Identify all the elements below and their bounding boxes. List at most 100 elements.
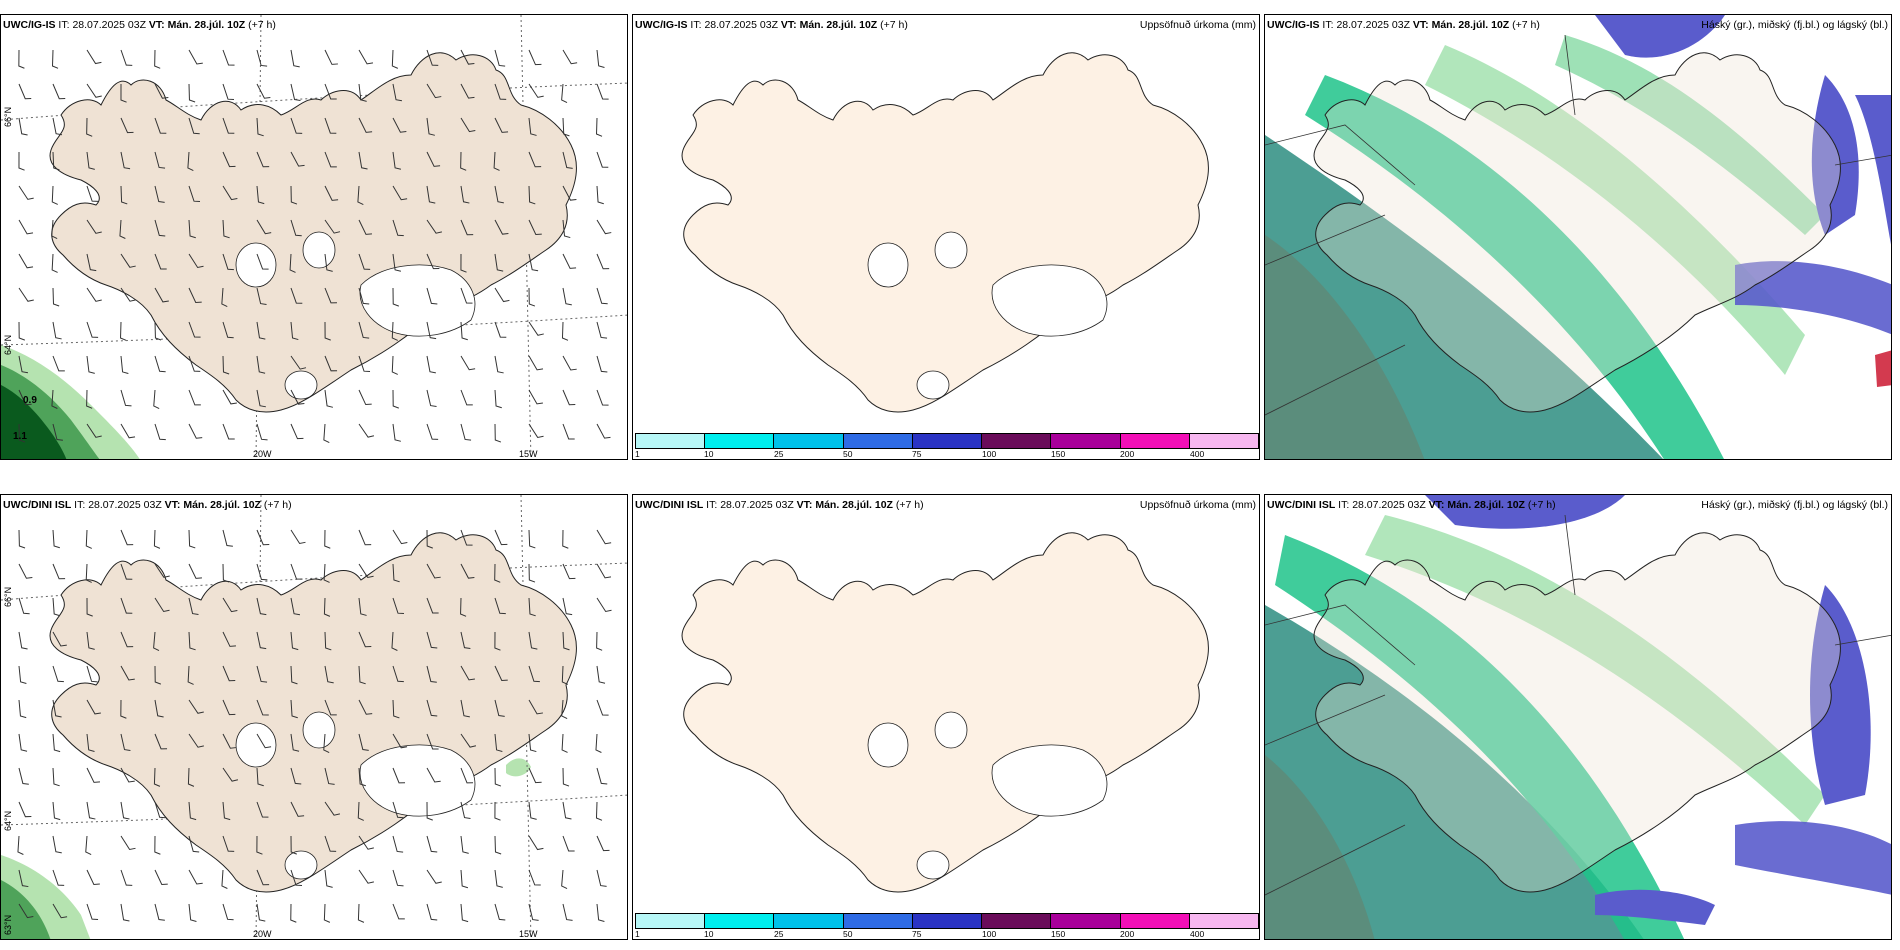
- wind-barb: [188, 355, 201, 372]
- wind-barb: [460, 733, 477, 748]
- wind-barb: [188, 49, 203, 65]
- wind-barb: [222, 767, 239, 782]
- wind-barb: [562, 49, 578, 65]
- wind-barb: [357, 903, 365, 923]
- wind-barb: [562, 219, 571, 239]
- wind-barb: [85, 563, 92, 583]
- wind-barb: [222, 563, 230, 583]
- colorbar-cell: [912, 914, 983, 928]
- wind-barb: [86, 253, 97, 272]
- wind-barb: [290, 49, 300, 68]
- wind-barb: [596, 563, 612, 579]
- wind-barb: [596, 185, 604, 205]
- wind-barb: [426, 869, 442, 884]
- wind-barb: [528, 83, 544, 98]
- wind-barb: [358, 631, 372, 648]
- wind-barb: [154, 287, 169, 303]
- colorbar-cell: [705, 434, 775, 448]
- colorbar-cell: [912, 434, 983, 448]
- wind-barb: [18, 83, 32, 100]
- wind-barb: [256, 423, 268, 441]
- wind-barb: [528, 767, 542, 784]
- colorbar-cell: [982, 914, 1052, 928]
- colorbar-cell: [982, 434, 1052, 448]
- wind-barb: [494, 355, 504, 374]
- wind-barb: [154, 597, 170, 613]
- wind-barb: [256, 253, 269, 270]
- wind-barb: [86, 801, 96, 820]
- wind-barb: [426, 185, 436, 204]
- wind-barb: [17, 835, 24, 855]
- wind-barb: [323, 733, 330, 754]
- cloud-title: Háský (gr.), miðský (fj.bl.) og lágský (…: [1701, 19, 1888, 31]
- wind-panel-bottom: UWC/DINI ISL IT: 28.07.2025 03Z VT: Mán.…: [0, 494, 628, 940]
- wind-barb: [120, 117, 134, 134]
- wind-barb: [596, 597, 612, 613]
- wind-barb: [52, 423, 63, 441]
- wind-barb: [460, 665, 475, 681]
- wind-barb: [188, 253, 204, 269]
- wind-barb: [324, 835, 337, 852]
- wind-barb: [188, 287, 202, 304]
- wind-barb: [188, 903, 197, 922]
- colorbar-cell: [1189, 434, 1258, 448]
- wind-barb: [86, 699, 101, 715]
- vt-label: VT:: [164, 499, 181, 511]
- lead-time: (+7 h): [248, 19, 276, 31]
- colorbar-ticks: 1 10 25 50 75 100 150 200 400: [635, 449, 1259, 459]
- wind-barb: [18, 253, 34, 269]
- wind-barb: [426, 631, 438, 649]
- colorbar-cell: [843, 434, 913, 448]
- colorbar-cell: [1120, 914, 1190, 928]
- wind-barb: [494, 423, 502, 443]
- wind-barb: [324, 529, 331, 549]
- wind-barb: [426, 253, 440, 270]
- wind-barb: [460, 389, 473, 406]
- wind-barb: [120, 287, 136, 302]
- wind-barb: [528, 563, 536, 583]
- wind-barb: [323, 423, 330, 443]
- wind-barb: [460, 49, 475, 65]
- wind-barb: [154, 699, 164, 718]
- wind-barb: [256, 869, 270, 886]
- wind-barb: [290, 631, 299, 651]
- wind-barb: [324, 219, 341, 234]
- wind-barb: [596, 903, 605, 922]
- wind-barb: [392, 423, 401, 442]
- wind-barb: [85, 835, 92, 856]
- wind-barb: [85, 529, 92, 549]
- wind-barb: [596, 869, 607, 887]
- wind-barb: [494, 185, 504, 204]
- wind-barb: [18, 355, 29, 374]
- wind-barb: [596, 835, 610, 852]
- wind-barb: [596, 699, 609, 716]
- wind-barb: [460, 355, 476, 371]
- wind-barb: [256, 699, 269, 716]
- wind-barb: [51, 49, 59, 69]
- wind-barb: [528, 253, 539, 272]
- wind-barb: [52, 665, 64, 683]
- wind-barb: [154, 321, 162, 341]
- wind-barb: [392, 389, 399, 409]
- wind-barb: [528, 529, 536, 549]
- wind-barb: [154, 253, 167, 270]
- wind-barb: [596, 287, 608, 305]
- wind-barb: [86, 151, 95, 170]
- wind-barb: [460, 801, 471, 819]
- tick-label: 10: [704, 449, 714, 459]
- cloud-panel-top: UWC/IG-IS IT: 28.07.2025 03Z VT: Mán. 28…: [1264, 14, 1892, 460]
- wind-barb: [358, 733, 369, 751]
- wind-barb: [528, 355, 544, 371]
- cloud-header-bottom: UWC/DINI ISL IT: 28.07.2025 03Z VT: Mán.…: [1267, 499, 1556, 511]
- tick-label: 400: [1190, 449, 1205, 459]
- wind-barb: [358, 699, 373, 715]
- wind-barb: [561, 665, 569, 685]
- wind-barb: [562, 117, 570, 137]
- wind-barb: [460, 287, 473, 304]
- wind-barb: [426, 597, 439, 614]
- wind-barb: [256, 665, 268, 683]
- wind-barb: [596, 767, 608, 785]
- wind-barb: [86, 287, 102, 302]
- wind-barb: [426, 529, 433, 549]
- wind-barb: [86, 355, 95, 374]
